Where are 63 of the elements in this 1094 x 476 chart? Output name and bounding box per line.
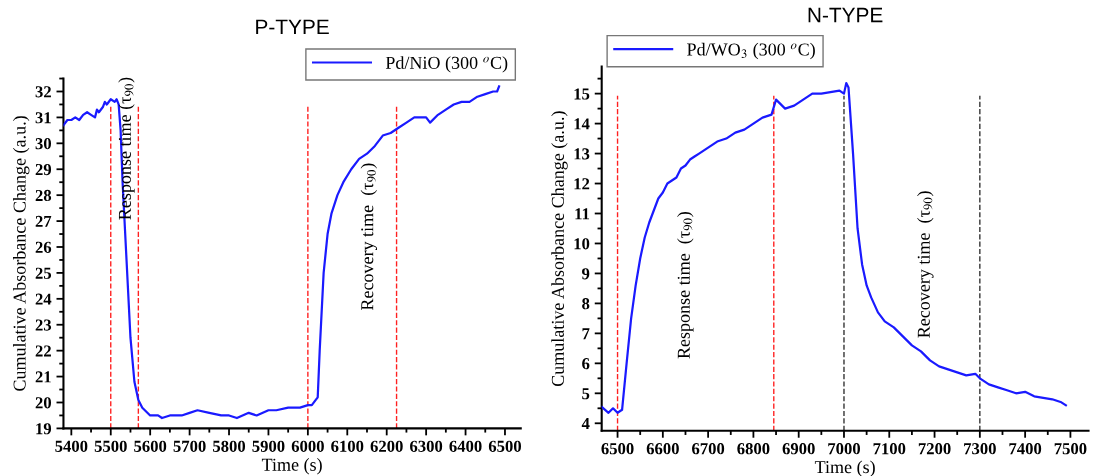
y-tick-label: 7 (582, 328, 590, 340)
y-tick-label: 8 (582, 298, 590, 310)
annotation: Response time (τ$_{90}$) (677, 212, 694, 359)
y-tick-label: 29 (35, 163, 52, 176)
y-tick-label: 19 (36, 423, 52, 435)
y-tick-label: 27 (35, 215, 52, 227)
x-tick-label: 5400 (55, 440, 88, 452)
legend-label: Pd/WO$_{3}$ (300 $^{o}$C) (687, 42, 815, 60)
x-tick-label: 6200 (370, 440, 403, 452)
x-tick-label: 5500 (94, 440, 127, 452)
x-tick-label: 6500 (601, 443, 634, 455)
y-tick-label: 20 (35, 397, 52, 409)
x-tick-label: 7300 (964, 443, 996, 455)
line-series (63, 85, 501, 420)
y-tick-label: 6 (582, 358, 590, 370)
x-tick-label: 5600 (134, 440, 167, 452)
y-tick-label: 21 (35, 371, 51, 383)
y-axis-title: Cumulative Absorbance Change (a.u.) (13, 116, 30, 391)
x-tick-label: 5900 (252, 440, 285, 452)
x-tick-label: 6700 (692, 443, 725, 455)
y-tick-label: 10 (574, 238, 590, 250)
x-tick-label: 6300 (410, 440, 443, 452)
chart-title: P-TYPE (256, 19, 329, 35)
x-axis-title: Time (s) (261, 458, 322, 475)
y-tick-label: 25 (35, 267, 52, 279)
y-tick-label: 26 (35, 241, 52, 253)
annotation: Recovery time (τ$_{90}$) (917, 191, 934, 338)
x-tick-label: 6800 (737, 443, 770, 455)
x-tick-label: 5700 (173, 440, 206, 452)
y-tick-label: 14 (574, 118, 590, 130)
y-tick-label: 32 (35, 86, 51, 98)
x-tick-label: 6600 (646, 443, 679, 455)
line-series (601, 82, 1067, 414)
y-tick-label: 5 (582, 388, 590, 400)
y-tick-label: 9 (582, 268, 590, 280)
y-axis-title: Cumulative Absorbance Change (a.u.) (551, 111, 568, 387)
x-tick-label: 6000 (291, 440, 324, 452)
y-tick-label: 11 (575, 208, 590, 220)
x-tick-label: 7500 (1054, 443, 1087, 455)
y-tick-label: 31 (35, 112, 51, 124)
y-tick-label: 28 (35, 189, 52, 202)
y-tick-label: 22 (35, 345, 51, 357)
chart-title: N-TYPE (808, 7, 883, 23)
y-tick-label: 13 (574, 148, 590, 160)
x-tick-label: 6400 (449, 440, 482, 452)
legend-label: Pd/NiO (300 $^{o}$C) (385, 56, 508, 73)
y-tick-label: 24 (35, 293, 52, 305)
y-tick-label: 15 (574, 88, 590, 100)
x-tick-label: 7200 (918, 443, 951, 455)
y-tick-label: 30 (35, 138, 52, 150)
x-tick-label: 7100 (873, 443, 906, 455)
annotation: Recovery time (τ$_{90}$) (360, 163, 378, 311)
annotation: Response time (τ$_{90}$) (118, 77, 135, 220)
x-tick-label: 7400 (1009, 443, 1042, 455)
x-tick-label: 6100 (331, 440, 364, 452)
y-tick-label: 4 (581, 418, 590, 430)
y-tick-label: 23 (35, 319, 52, 331)
x-tick-label: 5800 (213, 440, 246, 452)
x-axis-title: Time (s) (814, 460, 875, 476)
x-tick-label: 6500 (488, 440, 522, 452)
y-tick-label: 12 (574, 178, 590, 190)
x-tick-label: 6900 (782, 443, 815, 455)
x-tick-label: 7000 (828, 443, 861, 455)
